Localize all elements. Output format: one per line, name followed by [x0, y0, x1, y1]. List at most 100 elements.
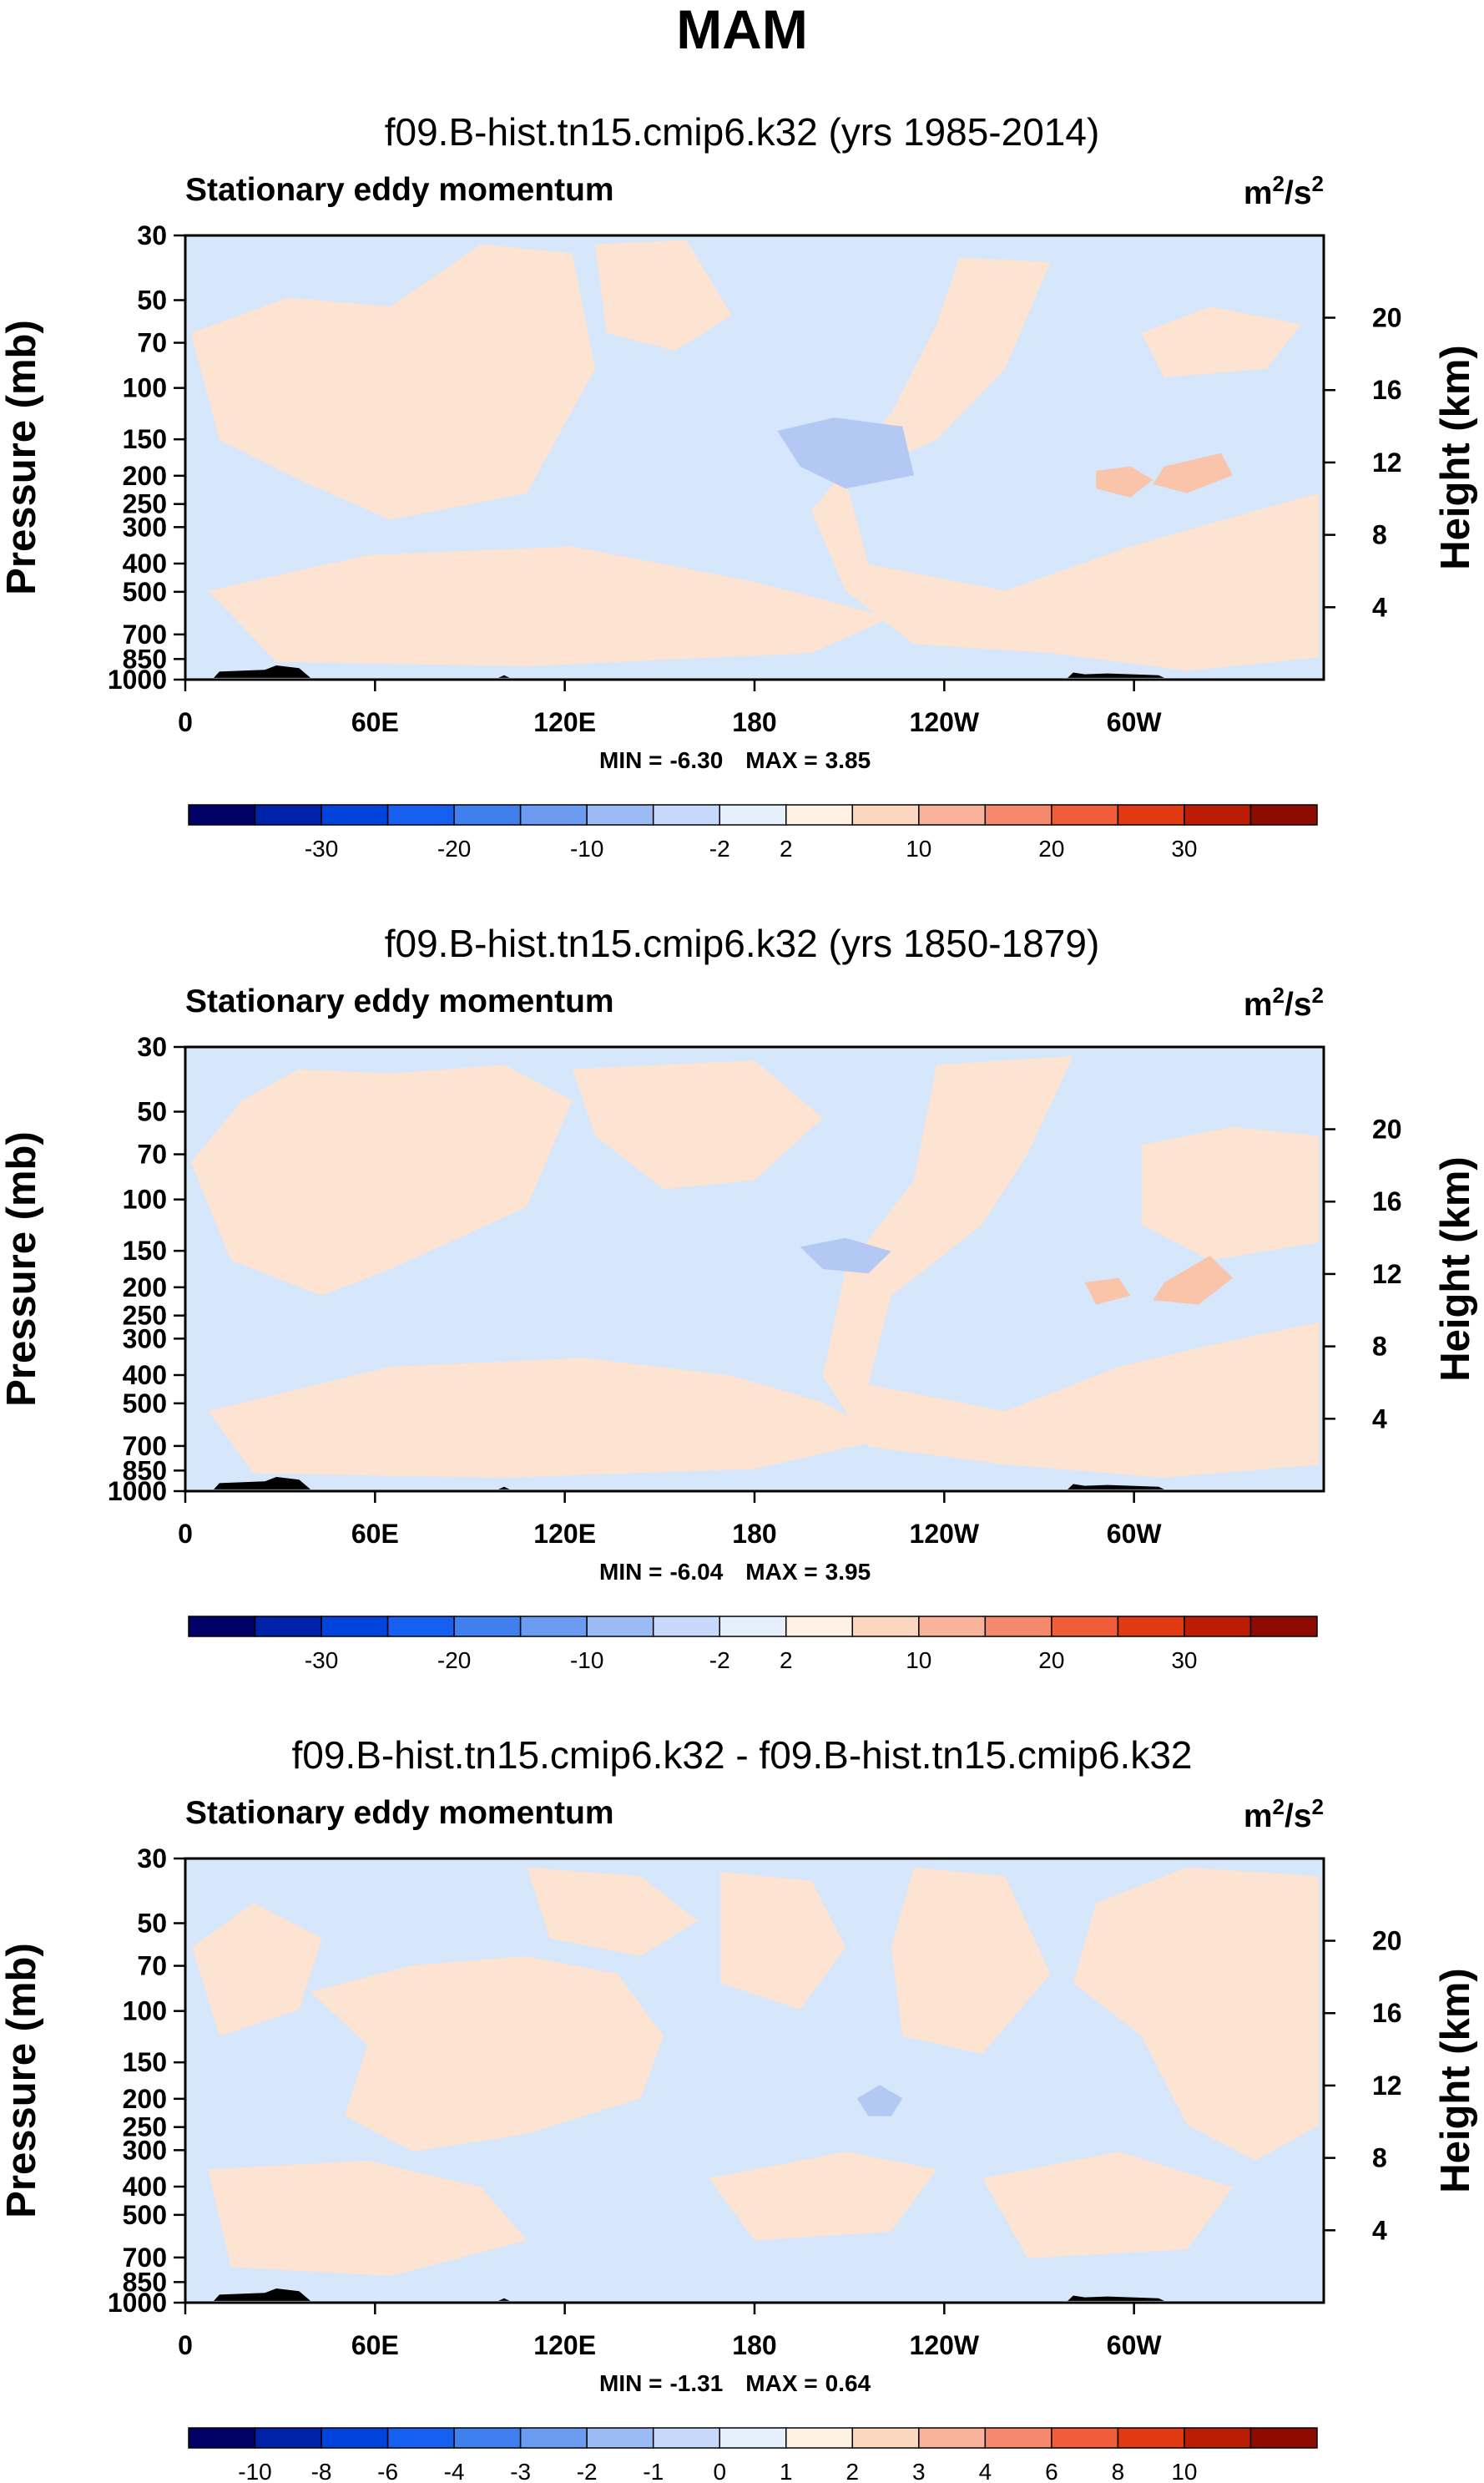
colorbar-box — [254, 804, 322, 826]
y-tick-label: 70 — [137, 1140, 167, 1170]
colorbar-box — [321, 804, 389, 826]
units-exp1: 2 — [1273, 1794, 1285, 1819]
y-tick-label: 150 — [123, 2047, 167, 2077]
min-max-label: MIN = -6.30 MAX = 3.85 — [599, 747, 871, 773]
terrain-profile — [1068, 672, 1164, 678]
x-tick-label: 60W — [1107, 1519, 1163, 1549]
panel-title: f09.B-hist.tn15.cmip6.k32 (yrs 1985-2014… — [385, 110, 1100, 154]
minmax-max: 3.95 — [825, 1559, 871, 1585]
contour-region — [720, 1872, 846, 2010]
colorbar-box — [918, 2427, 987, 2449]
minmax-max-label: MAX = — [745, 1559, 817, 1585]
colorbar-box — [1184, 804, 1252, 826]
y-tick-label: 250 — [123, 489, 167, 519]
y-tick-label: 70 — [137, 1951, 167, 1981]
y-tick-label: 700 — [123, 1431, 167, 1461]
panel-units: m2/s2 — [1244, 171, 1324, 211]
terrain-profile — [1068, 1484, 1164, 1489]
contour-region — [572, 1060, 823, 1190]
colorbar-box — [719, 2427, 787, 2449]
colorbar-label: 10 — [906, 1647, 931, 1673]
colorbar-box — [1249, 2427, 1318, 2449]
colorbar: -10 -8 -6 -4 -3 -2 -1 0 1 2 3 4 6 8 10 — [188, 2427, 1318, 2483]
contour-fills — [192, 1867, 1320, 2301]
contour-region — [208, 2160, 527, 2277]
colorbar-label: 20 — [1038, 1647, 1064, 1673]
panel-units: m2/s2 — [1244, 983, 1324, 1023]
colorbar-label: -10 — [570, 1647, 603, 1673]
minmax-min-label: MIN = — [599, 2370, 662, 2396]
y-tick-label: 70 — [137, 328, 167, 358]
units-mid: /s — [1285, 1798, 1312, 1834]
colorbar-box — [386, 1616, 455, 1637]
x-tick-label: 0 — [178, 1519, 193, 1549]
x-tick-label: 0 — [178, 707, 193, 737]
min-max-label: MIN = -1.31 MAX = 0.64 — [599, 2370, 871, 2396]
y-tick-label: 100 — [123, 373, 167, 403]
colorbar-label: -20 — [437, 1647, 471, 1673]
colorbar-label: 6 — [1045, 2459, 1058, 2483]
contour-region — [310, 1956, 664, 2152]
right-tick-label: 8 — [1372, 520, 1387, 550]
colorbar-box — [652, 2427, 720, 2449]
y-axis-title-right: Height (km) — [1433, 1968, 1478, 2193]
colorbar-label: 30 — [1171, 1647, 1197, 1673]
minmax-min: -6.04 — [669, 1559, 723, 1585]
colorbar-box — [188, 1616, 256, 1637]
y-tick-label: 500 — [123, 577, 167, 607]
colorbar-box — [719, 804, 787, 826]
minmax-max-label: MAX = — [745, 747, 817, 773]
right-tick-label: 8 — [1372, 2143, 1387, 2173]
colorbar-label: -6 — [377, 2459, 398, 2483]
y-tick-label: 850 — [123, 1455, 167, 1485]
colorbar-label: -30 — [305, 836, 338, 862]
y-tick-label: 400 — [123, 1360, 167, 1390]
colorbar-box — [188, 2427, 256, 2449]
y-axis-title: Pressure (mb) — [0, 320, 44, 595]
colorbar-label: -3 — [510, 2459, 531, 2483]
x-tick-label: 120E — [533, 707, 596, 737]
min-max-label: MIN = -6.04 MAX = 3.95 — [599, 1559, 871, 1585]
colorbar-box — [519, 2427, 588, 2449]
colorbar-label: 2 — [846, 2459, 860, 2483]
y-tick-label: 50 — [137, 1909, 167, 1939]
units-exp1: 2 — [1273, 171, 1285, 196]
x-tick-label: 60W — [1107, 707, 1163, 737]
colorbar-label: 2 — [780, 1647, 793, 1673]
y-tick-label: 30 — [137, 1843, 167, 1874]
contour-region — [811, 257, 1320, 671]
y-axis-title-right: Height (km) — [1433, 345, 1478, 570]
colorbar-box — [785, 804, 854, 826]
colorbar-label: 4 — [979, 2459, 992, 2483]
contour-region — [856, 2085, 903, 2116]
units-base: m — [1244, 987, 1273, 1023]
panel-title: f09.B-hist.tn15.cmip6.k32 (yrs 1850-1879… — [385, 922, 1100, 965]
minmax-min-label: MIN = — [599, 747, 662, 773]
contour-region — [595, 240, 732, 351]
contour-region — [208, 546, 891, 666]
panel-1: f09.B-hist.tn15.cmip6.k32 (yrs 1985-2014… — [0, 110, 1478, 862]
terrain-profile — [214, 2288, 310, 2301]
colorbar-box — [1051, 2427, 1119, 2449]
colorbar-box — [785, 2427, 854, 2449]
units-mid: /s — [1285, 987, 1312, 1023]
minmax-min: -6.30 — [669, 747, 723, 773]
colorbar-box — [1051, 804, 1119, 826]
contour-region — [190, 244, 596, 520]
minmax-min: -1.31 — [669, 2370, 723, 2396]
colorbar-box — [984, 2427, 1052, 2449]
y-tick-label: 1000 — [108, 665, 167, 695]
colorbar-box — [1184, 1616, 1252, 1637]
right-tick-label: 20 — [1372, 1926, 1402, 1956]
colorbar-label: -10 — [238, 2459, 271, 2483]
contour-region — [1141, 1126, 1320, 1261]
minmax-min-label: MIN = — [599, 1559, 662, 1585]
y-axis-title: Pressure (mb) — [0, 1943, 44, 2218]
colorbar-box — [984, 1616, 1052, 1637]
contour-fills — [190, 240, 1320, 678]
units-base: m — [1244, 175, 1273, 211]
y-tick-label: 150 — [123, 424, 167, 454]
colorbar-label: -8 — [311, 2459, 332, 2483]
x-tick-label: 60E — [351, 2330, 399, 2360]
contour-region — [208, 1358, 891, 1478]
